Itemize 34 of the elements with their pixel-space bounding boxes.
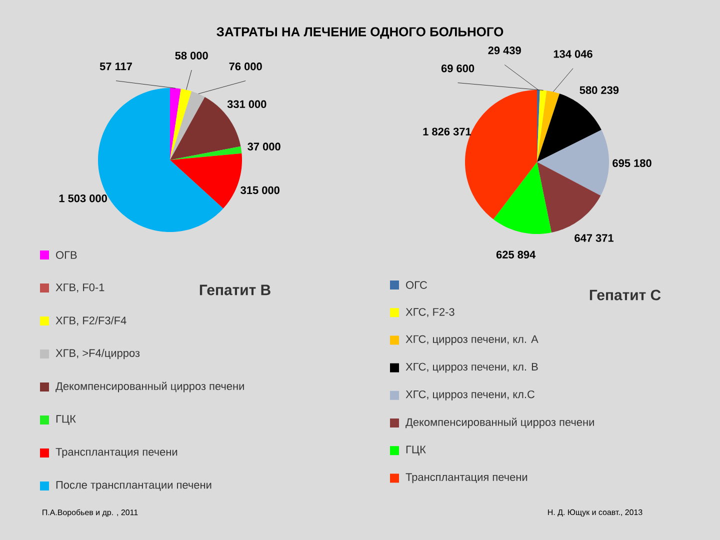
legend-label: После трансплантации печени bbox=[56, 481, 212, 491]
legend-label: Декомпенсированный цирроз печени bbox=[56, 382, 244, 392]
data-label: 58 000 bbox=[175, 52, 208, 60]
data-label: 580 239 bbox=[580, 86, 619, 94]
data-label: 625 894 bbox=[496, 250, 536, 259]
data-label: 1 503 000 bbox=[59, 194, 107, 202]
legend-label: ГЦК bbox=[406, 446, 426, 456]
legend-label: ОГС bbox=[406, 281, 428, 289]
data-label: 76 000 bbox=[229, 62, 262, 70]
data-label: 134 046 bbox=[554, 50, 592, 58]
text: Гепатит С bbox=[590, 290, 661, 300]
data-label: 331 000 bbox=[227, 100, 266, 108]
data-label: 647 371 bbox=[574, 234, 614, 242]
legend-label: Декомпенсированный цирроз печени bbox=[406, 418, 594, 428]
legend-label: ХГС, цирроз печени, кл.С bbox=[406, 390, 535, 400]
legend-label: Трансплантация печени bbox=[56, 448, 178, 458]
data-label: 29 439 bbox=[488, 46, 521, 54]
text: Гепатит В bbox=[200, 284, 270, 296]
legend-label: Трансплантация печени bbox=[406, 473, 528, 484]
legend-label: ОГВ bbox=[56, 251, 77, 259]
legend-label: ХГС, F2-3 bbox=[406, 308, 454, 318]
data-label: 69 600 bbox=[441, 64, 474, 72]
data-label: 57 117 bbox=[100, 62, 132, 70]
text: ЗАТРАТЫ НА ЛЕЧЕНИЕ ОДНОГО БОЛЬНОГО bbox=[216, 27, 504, 39]
data-label: 1 826 371 bbox=[423, 128, 472, 136]
legend-label: ХГВ, >F4/цирроз bbox=[56, 348, 140, 360]
data-label: 37 000 bbox=[248, 142, 280, 150]
legend-label: ХГВ, F0-1 bbox=[56, 283, 104, 293]
data-label: 695 180 bbox=[612, 159, 652, 168]
legend-label: ХГВ, F2/F3/F4 bbox=[56, 316, 126, 326]
legend-label: ХГС, цирроз печени, кл. А bbox=[406, 335, 538, 346]
data-label: 315 000 bbox=[240, 186, 280, 194]
legend-label: ХГС, цирроз печени, кл. В bbox=[406, 362, 538, 373]
legend-label: ГЦК bbox=[56, 415, 76, 425]
